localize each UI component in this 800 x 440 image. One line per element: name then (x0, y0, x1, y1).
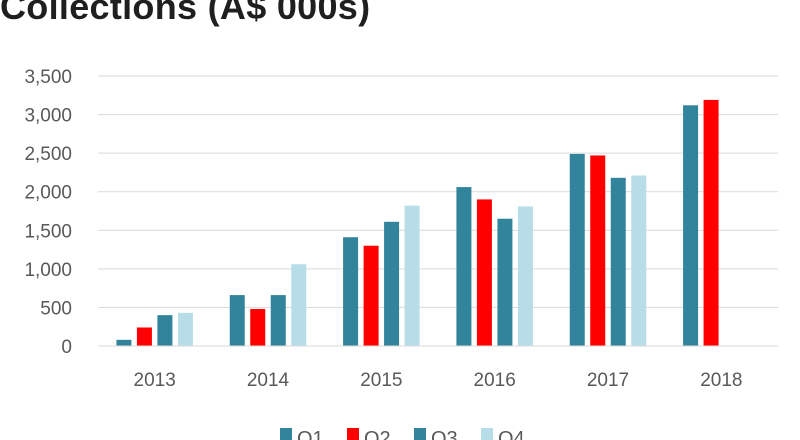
bar-2018-q1 (683, 105, 699, 346)
y-tick-label: 1,500 (24, 221, 72, 242)
x-tick-label: 2016 (474, 370, 516, 391)
legend-label-q1: Q1 (297, 428, 324, 440)
bar-2014-q3 (270, 295, 286, 346)
bar-2016-q1 (456, 187, 472, 346)
bar-2017-q1 (569, 153, 585, 346)
bar-2013-q2 (136, 327, 152, 346)
x-tick-label: 2018 (700, 370, 742, 391)
legend-label-q2: Q2 (364, 428, 391, 440)
bar-2014-q1 (229, 295, 245, 346)
legend-label-q4: Q4 (498, 428, 525, 440)
bar-2014-q2 (250, 308, 266, 346)
bar-2016-q4 (517, 206, 533, 346)
bar-2016-q3 (497, 218, 513, 346)
bars (116, 99, 719, 347)
legend-swatch-q4 (481, 428, 493, 440)
legend-swatch-q2 (347, 428, 359, 440)
legend: Q1 Q2 Q3 Q4 (280, 428, 525, 440)
bar-2017-q2 (590, 155, 606, 346)
y-tick-label: 3,500 (24, 67, 72, 88)
y-tick-label: 3,000 (24, 106, 72, 127)
y-tick-label: 500 (40, 298, 72, 319)
y-axis-tick-labels: 0 500 1,000 1,500 2,000 2,500 3,000 3,500 (24, 67, 72, 358)
x-axis-tick-labels: 2013 2014 2015 2016 2017 2018 (134, 370, 743, 391)
legend-swatch-q1 (280, 428, 292, 440)
bar-2013-q1 (116, 339, 132, 346)
gridlines (98, 75, 778, 308)
bar-2018-q2 (703, 99, 719, 347)
bar-2017-q4 (631, 175, 647, 346)
bar-2015-q2 (363, 245, 379, 346)
x-tick-label: 2013 (134, 370, 176, 391)
bar-2015-q4 (404, 205, 420, 346)
legend-label-q3: Q3 (431, 428, 458, 440)
y-tick-label: 2,500 (24, 144, 72, 165)
bar-2013-q4 (177, 312, 193, 346)
chart-title: Collections (A$ 000s) (0, 0, 371, 27)
bar-2015-q1 (343, 237, 359, 346)
y-tick-label: 2,000 (24, 183, 72, 204)
bar-2013-q3 (157, 315, 173, 346)
x-tick-label: 2017 (587, 370, 629, 391)
legend-swatch-q3 (414, 428, 426, 440)
bar-2015-q3 (384, 221, 400, 346)
bar-2014-q4 (291, 264, 307, 346)
bar-2016-q2 (476, 199, 492, 346)
bar-2017-q3 (610, 177, 626, 346)
y-tick-label: 1,000 (24, 260, 72, 281)
x-tick-label: 2015 (360, 370, 402, 391)
y-tick-label: 0 (61, 337, 72, 358)
x-tick-label: 2014 (247, 370, 290, 391)
